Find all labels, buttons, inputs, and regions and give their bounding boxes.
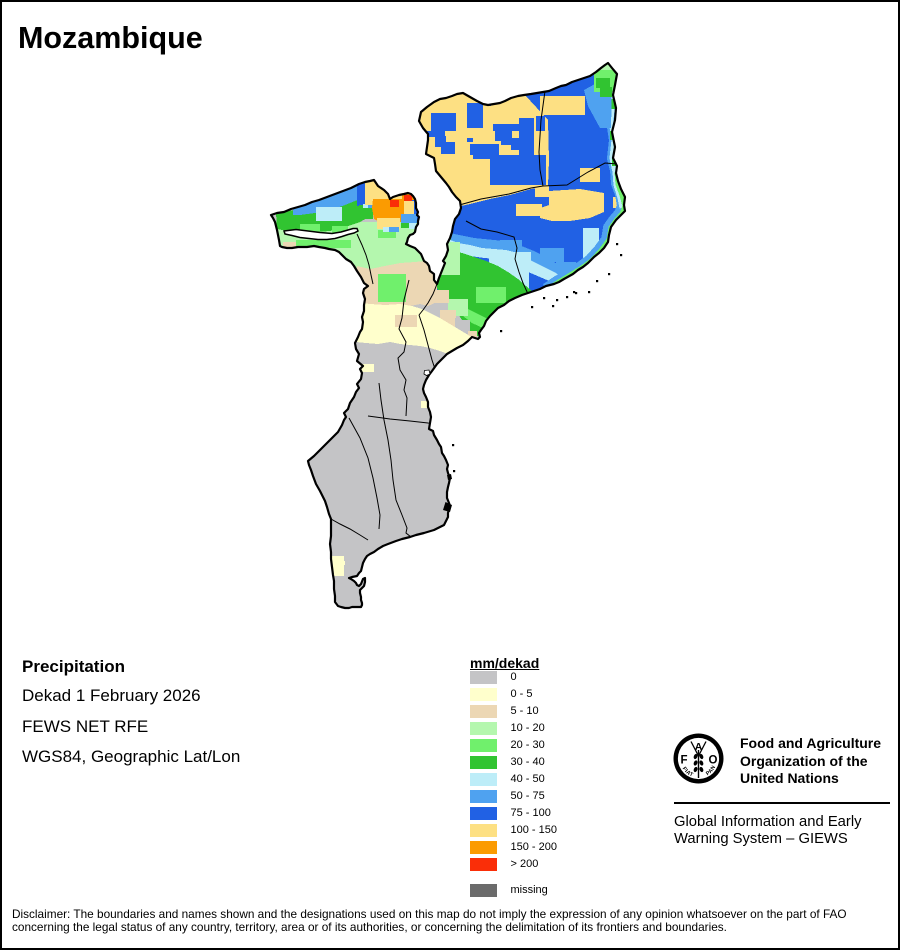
svg-text:F: F bbox=[680, 755, 687, 767]
svg-text:O: O bbox=[709, 755, 718, 767]
svg-text:A: A bbox=[695, 741, 703, 753]
